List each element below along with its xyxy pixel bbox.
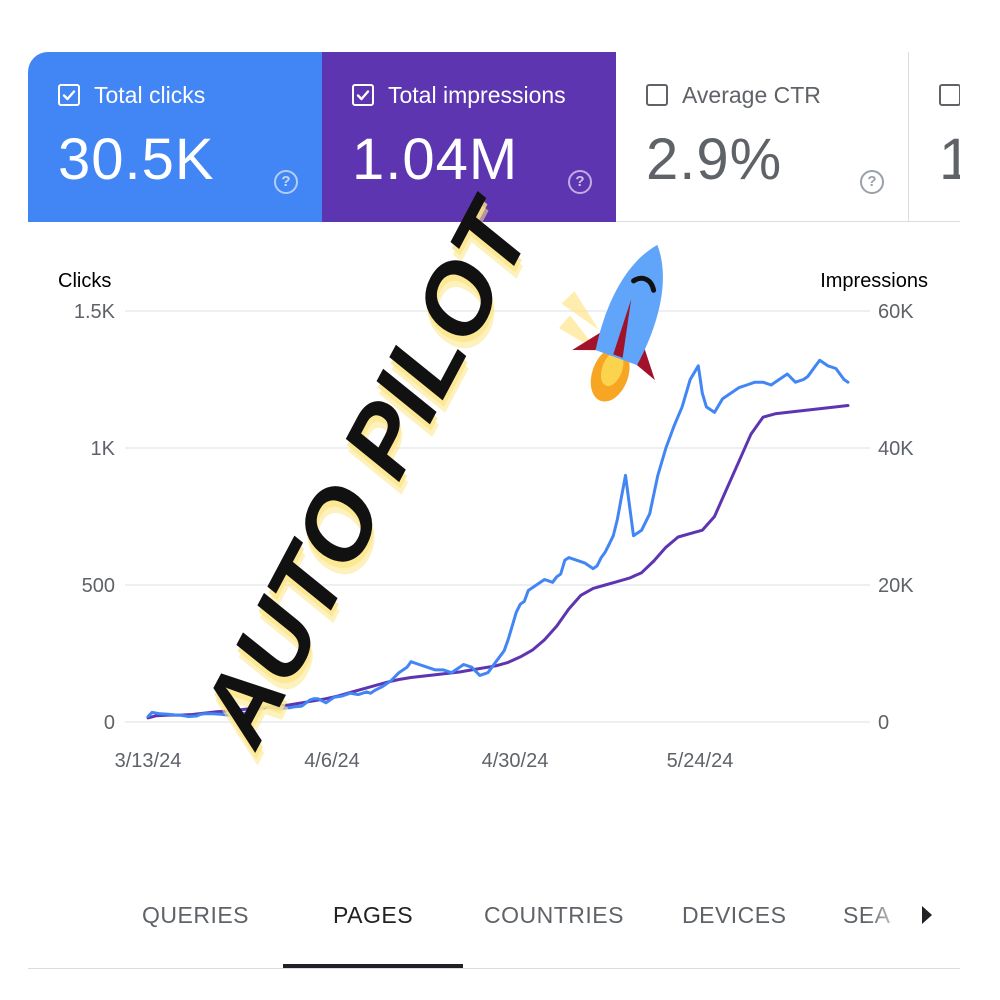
report-tabs: QUERIES PAGES COUNTRIES DEVICES SEA: [28, 880, 960, 970]
right-axis-ticks: 0 20K 40K 60K: [878, 301, 914, 734]
average-ctr-checkbox[interactable]: [646, 84, 668, 106]
metric-value: 2.9%: [646, 127, 783, 192]
overlay-text: AUTO PILOT: [176, 181, 556, 764]
right-tick-label: 60K: [878, 301, 914, 323]
tab-fade: [866, 890, 916, 950]
x-tick-label: 4/6/24: [304, 750, 360, 772]
tab-devices[interactable]: DEVICES: [682, 902, 787, 928]
right-tick-label: 20K: [878, 575, 914, 597]
metric-cards: Total clicks 30.5K ? Total impressions 1…: [28, 52, 960, 222]
average-position-checkbox[interactable]: [939, 84, 960, 106]
auto-pilot-overlay: AUTO PILOT AUTO PILOT AUTO PILOT: [176, 181, 663, 776]
right-tick-label: 40K: [878, 438, 914, 460]
left-tick-label: 1.5K: [74, 301, 116, 323]
left-tick-label: 500: [82, 575, 115, 597]
metric-card-average-position[interactable]: 1: [908, 52, 960, 222]
right-axis-title: Impressions: [820, 270, 928, 292]
left-axis-ticks: 0 500 1K 1.5K: [74, 301, 116, 734]
metric-label: Total impressions: [388, 82, 566, 108]
help-icon[interactable]: ?: [274, 170, 298, 194]
left-tick-label: 1K: [91, 438, 116, 460]
check-icon: [62, 90, 76, 101]
help-icon[interactable]: ?: [568, 170, 592, 194]
x-axis-ticks: 3/13/24 4/6/24 4/30/24 5/24/24: [115, 750, 734, 772]
total-impressions-checkbox[interactable]: [352, 84, 374, 106]
check-icon: [356, 90, 370, 101]
total-clicks-checkbox[interactable]: [58, 84, 80, 106]
x-tick-label: 5/24/24: [667, 750, 734, 772]
metric-value: 30.5K: [58, 127, 215, 192]
rocket-icon: [558, 244, 663, 402]
tab-pages[interactable]: PAGES: [333, 902, 414, 928]
right-tick-label: 0: [878, 712, 889, 734]
help-icon[interactable]: ?: [860, 170, 884, 194]
x-tick-label: 4/30/24: [482, 750, 549, 772]
tab-queries[interactable]: QUERIES: [142, 902, 250, 928]
tab-countries[interactable]: COUNTRIES: [484, 902, 624, 928]
x-tick-label: 3/13/24: [115, 750, 182, 772]
left-axis-title: Clicks: [58, 270, 111, 292]
series-clicks-line: [146, 358, 850, 718]
metric-value: 1: [939, 126, 960, 193]
metric-card-total-clicks[interactable]: Total clicks 30.5K ?: [28, 52, 322, 222]
metric-card-average-ctr[interactable]: Average CTR 2.9% ?: [616, 52, 908, 222]
chevron-right-icon[interactable]: [922, 906, 932, 924]
metric-card-total-impressions[interactable]: Total impressions 1.04M ?: [322, 52, 616, 222]
metric-value: 1.04M: [352, 127, 519, 192]
left-tick-label: 0: [104, 712, 115, 734]
tabs-divider: [28, 968, 960, 969]
active-tab-indicator: [283, 964, 463, 968]
metric-label: Total clicks: [94, 82, 206, 108]
metric-label: Average CTR: [682, 82, 821, 108]
